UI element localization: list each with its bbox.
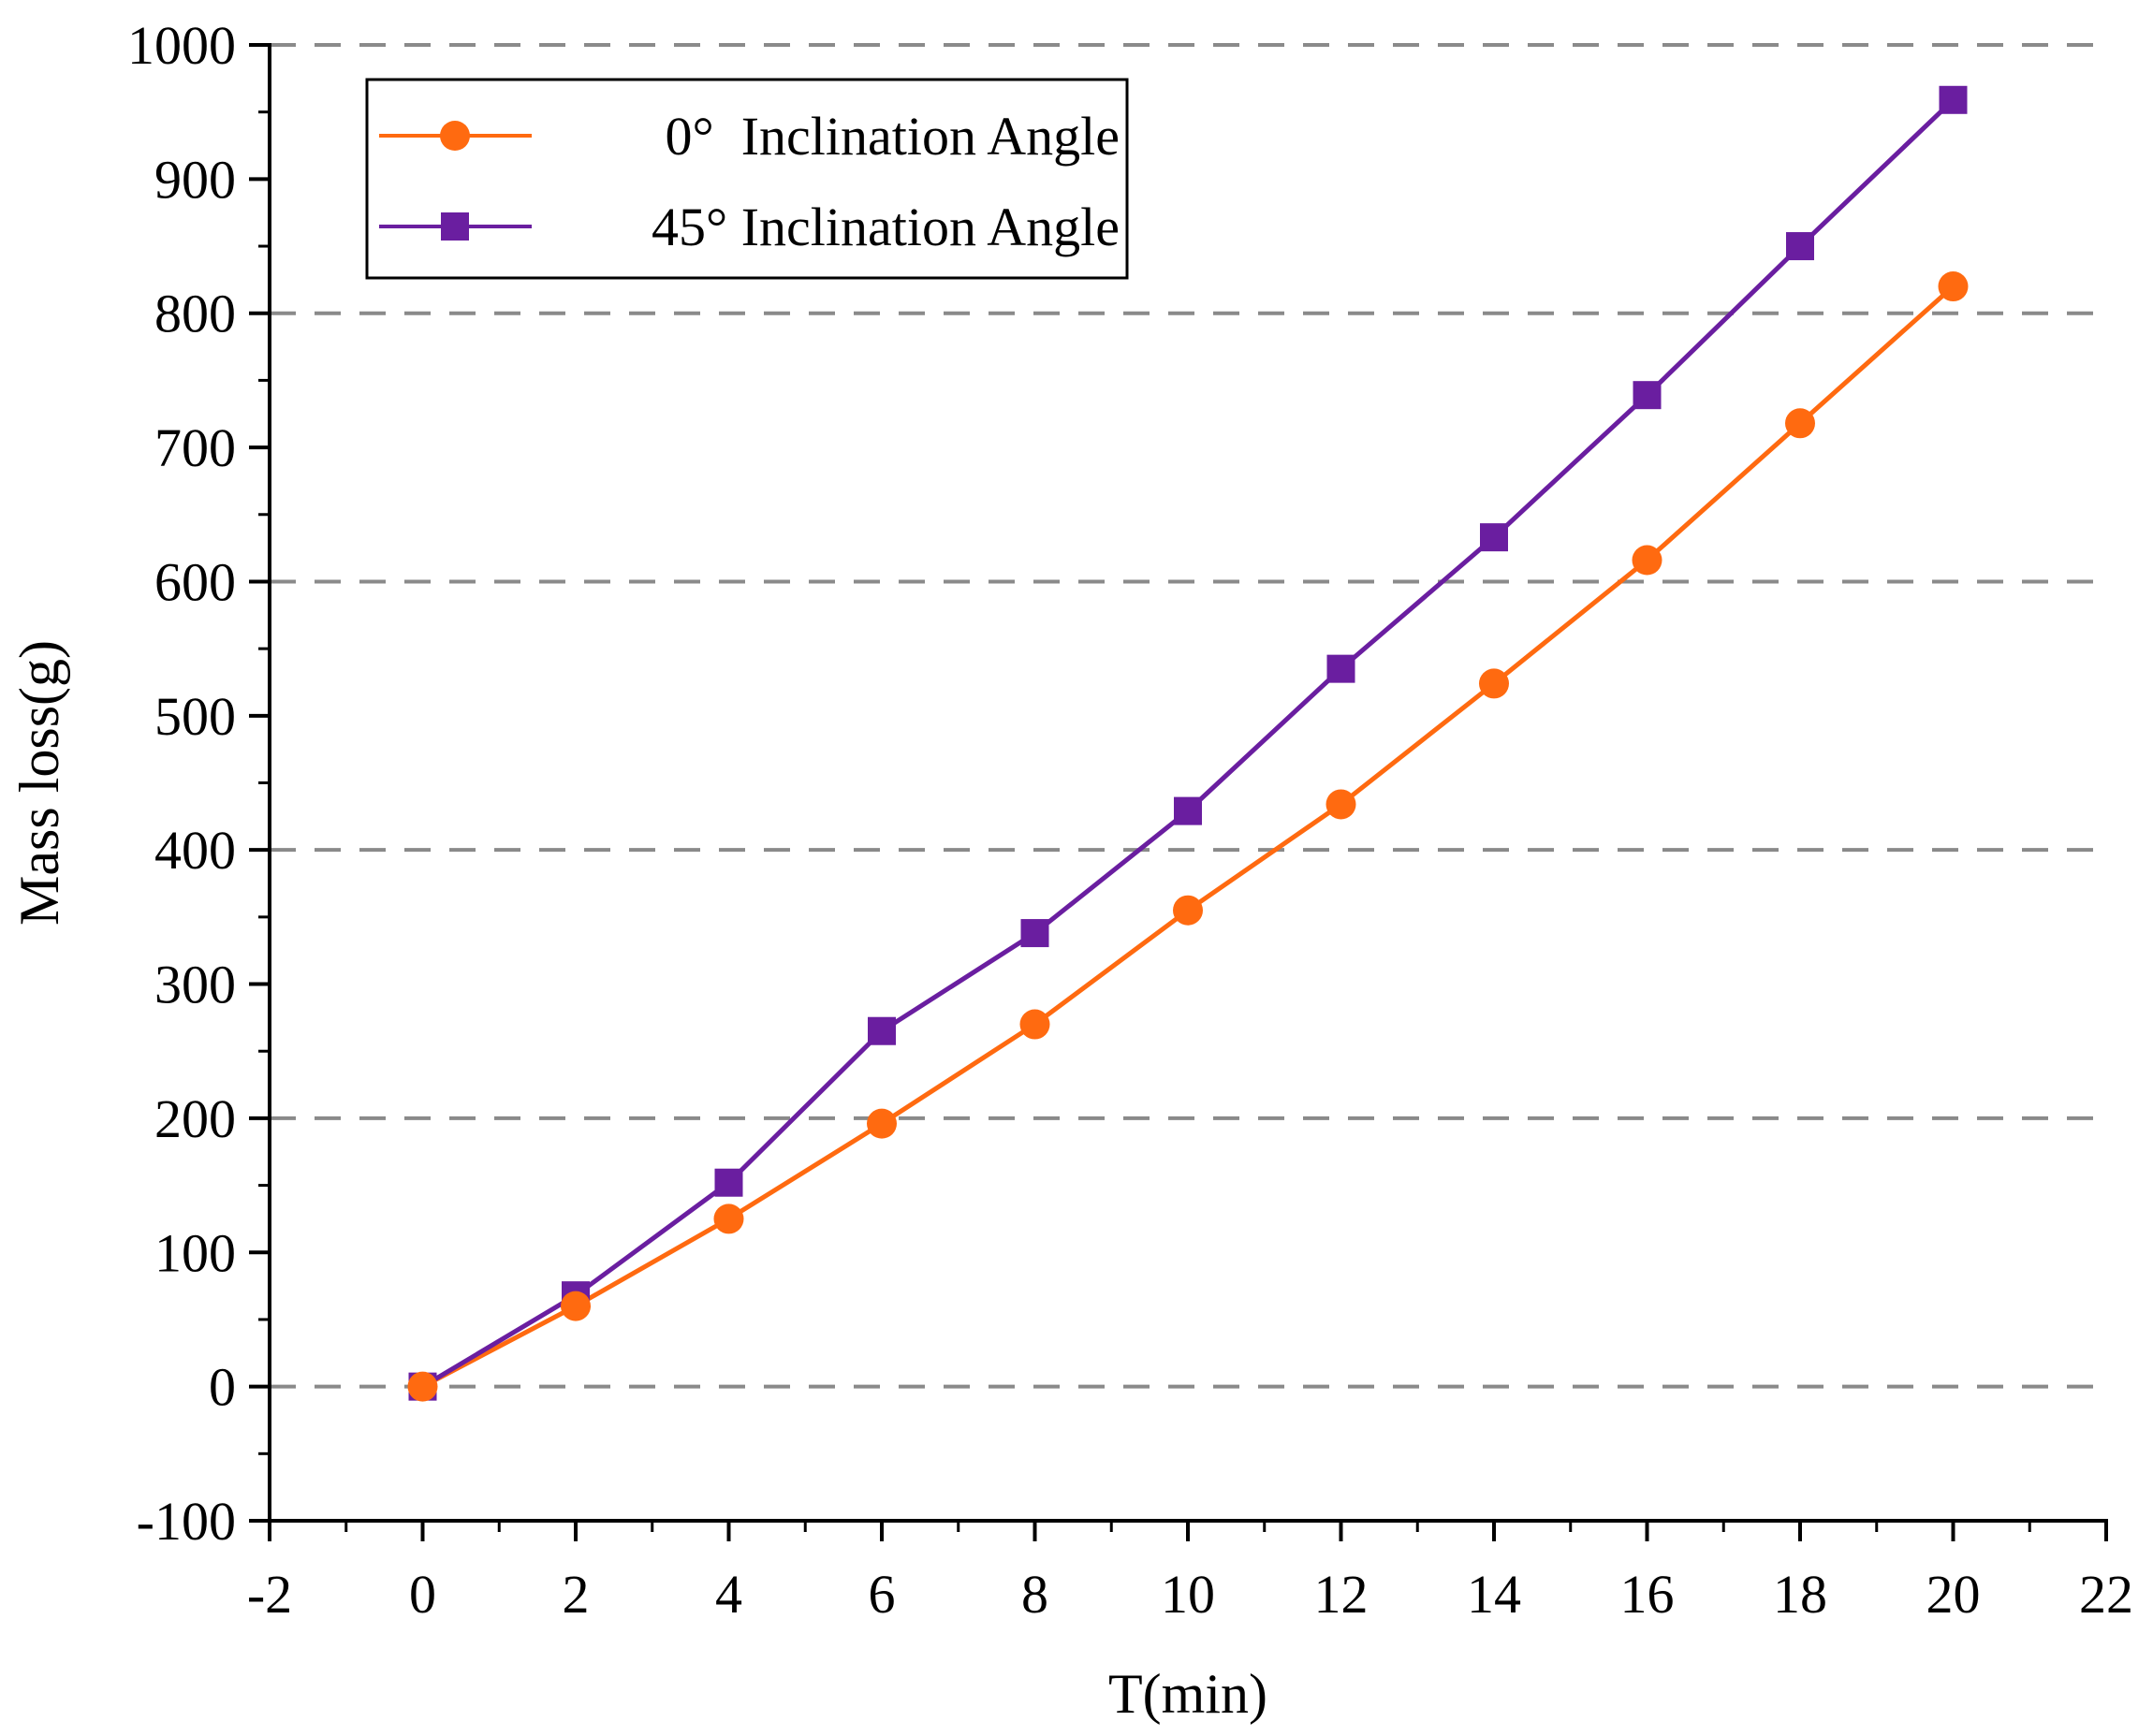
legend-label-45deg: 45° Inclination Angle — [652, 197, 1120, 257]
legend-label-0deg: 0° Inclination Angle — [666, 106, 1120, 167]
point-45deg-t20 — [1939, 85, 1968, 114]
point-0deg-t12 — [1325, 789, 1356, 820]
x-tick-label-16: 16 — [1620, 1564, 1675, 1625]
x-tick-label-12: 12 — [1314, 1564, 1369, 1625]
x-tick-label-10: 10 — [1161, 1564, 1215, 1625]
x-tick-label-18: 18 — [1773, 1564, 1827, 1625]
point-45deg-t10 — [1174, 796, 1202, 825]
point-0deg-t2 — [561, 1291, 591, 1321]
point-0deg-t16 — [1632, 545, 1662, 576]
x-tick-label-8: 8 — [1021, 1564, 1048, 1625]
point-45deg-t4 — [714, 1168, 743, 1197]
axes: -100 0 100 200 300 400 500 600 700 800 900 1000 -2 0 2… — [127, 15, 2133, 1625]
x-tick-label-22: 22 — [2079, 1564, 2133, 1625]
y-axis-title: Mass loss(g) — [8, 640, 70, 926]
legend-box — [365, 78, 1129, 280]
grid-lines — [270, 43, 2106, 1389]
x-tick-label-0: 0 — [409, 1564, 436, 1625]
y-tick-label-600: 600 — [154, 551, 236, 612]
point-0deg-t0 — [407, 1371, 438, 1402]
y-tick-label-100: 100 — [154, 1222, 236, 1283]
x-tick-label--2: -2 — [247, 1564, 292, 1625]
y-tick-label-300: 300 — [154, 955, 236, 1015]
x-tick-label-4: 4 — [715, 1564, 742, 1625]
x-axis-title: T(min) — [1108, 1663, 1267, 1725]
point-45deg-t14 — [1480, 523, 1508, 552]
x-tick-label-14: 14 — [1467, 1564, 1521, 1625]
point-0deg-t20 — [1938, 271, 1969, 302]
point-45deg-t12 — [1326, 654, 1355, 683]
legend: 0° Inclination Angle 45° Inclination Ang… — [365, 78, 1129, 280]
legend-marker-0deg — [440, 121, 470, 151]
y-tick-label--100: -100 — [137, 1491, 236, 1552]
point-0deg-t4 — [713, 1204, 744, 1234]
legend-marker-45deg — [441, 212, 469, 241]
x-tick-label-2: 2 — [563, 1564, 590, 1625]
y-tick-label-200: 200 — [154, 1088, 236, 1149]
y-tick-label-500: 500 — [154, 686, 236, 747]
point-0deg-t6 — [867, 1108, 897, 1139]
point-45deg-t16 — [1633, 381, 1662, 410]
point-45deg-t6 — [868, 1016, 896, 1045]
y-tick-label-400: 400 — [154, 820, 236, 881]
point-0deg-t14 — [1479, 668, 1509, 699]
x-tick-label-20: 20 — [1926, 1564, 1981, 1625]
y-tick-label-800: 800 — [154, 284, 236, 344]
y-tick-label-1000: 1000 — [127, 15, 236, 76]
point-0deg-t10 — [1173, 895, 1203, 926]
point-45deg-t18 — [1786, 232, 1814, 261]
y-tick-label-0: 0 — [209, 1357, 236, 1418]
point-45deg-t8 — [1020, 919, 1049, 948]
y-tick-label-700: 700 — [154, 417, 236, 478]
point-0deg-t18 — [1785, 408, 1815, 439]
x-tick-label-6: 6 — [869, 1564, 896, 1625]
data-series — [407, 85, 1969, 1402]
point-0deg-t8 — [1019, 1009, 1050, 1040]
y-tick-label-900: 900 — [154, 149, 236, 210]
